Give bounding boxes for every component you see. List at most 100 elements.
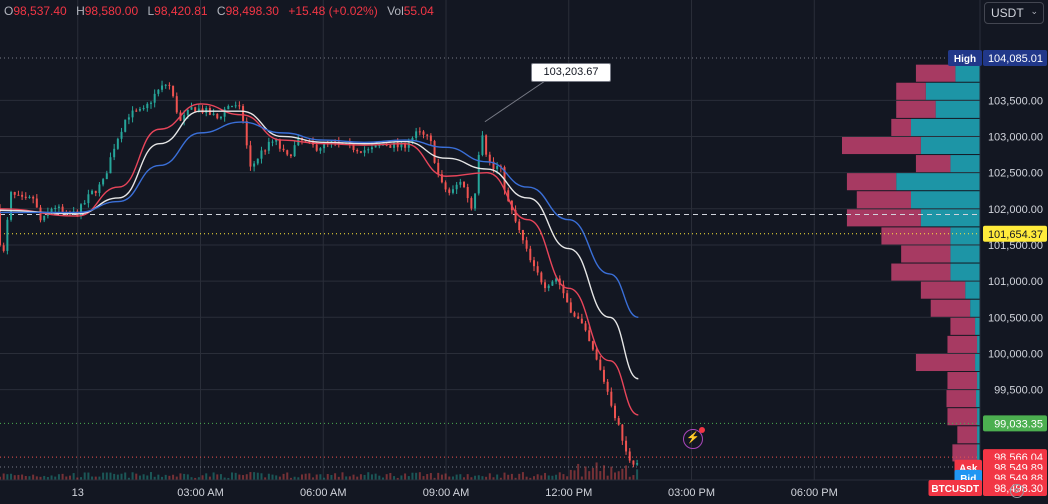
profile-bid-bar: [950, 245, 980, 263]
volume-bar: [98, 476, 101, 480]
profile-bid-bar: [920, 136, 980, 155]
volume-bar: [142, 474, 145, 480]
candle-body: [440, 174, 443, 183]
candle-body: [529, 248, 532, 261]
candle-body: [271, 141, 274, 143]
price-tag-label: Bid: [960, 474, 976, 485]
volume-bar: [312, 477, 315, 480]
volume-bar: [488, 473, 491, 480]
profile-bid-bar: [920, 209, 980, 227]
candle-body: [437, 162, 440, 175]
volume-bar: [614, 472, 617, 480]
candle-body: [551, 281, 554, 286]
volume-bar: [610, 466, 613, 480]
volume-bar: [385, 474, 388, 480]
volume-bar: [39, 476, 42, 480]
volume-bar: [304, 473, 307, 480]
candle-body: [35, 198, 38, 208]
volume-bar: [463, 477, 466, 480]
volume-bar: [326, 474, 329, 480]
volume-bar: [50, 475, 53, 480]
time-tick-label: 12:00 PM: [545, 487, 592, 499]
profile-ask-bar: [950, 317, 976, 335]
volume-bar: [194, 477, 197, 480]
volume-bar: [46, 477, 49, 480]
high-value: 98,580.00: [84, 4, 139, 18]
candle-body: [286, 150, 289, 155]
volume-bar: [485, 476, 488, 480]
profile-bid-bar: [977, 335, 980, 353]
profile-bid-bar: [977, 408, 980, 426]
candle-body: [57, 206, 60, 208]
volume-bar: [359, 474, 362, 480]
price-tick-label: 99,500.00: [994, 385, 1043, 397]
candle-body: [356, 149, 359, 152]
volume-bar: [35, 476, 38, 480]
profile-bid-bar: [911, 118, 980, 136]
candle-body: [617, 418, 620, 425]
volume-bar: [124, 472, 127, 480]
candle-body: [190, 107, 193, 110]
profile-ask-bar: [920, 281, 966, 299]
settings-gear-icon[interactable]: [1010, 484, 1024, 498]
volume-bar: [591, 467, 594, 480]
open-value: 98,537.40: [13, 4, 67, 18]
volume-bar: [433, 477, 436, 480]
candle-body: [113, 148, 116, 158]
candle-body: [87, 194, 90, 204]
volume-bar: [551, 475, 554, 480]
candle-body: [256, 158, 259, 164]
candle-body: [28, 196, 31, 198]
candle-body: [238, 105, 241, 107]
volume-bar: [507, 474, 510, 480]
candle-body: [116, 138, 119, 149]
candle-body: [562, 284, 565, 294]
candle-body: [153, 93, 156, 103]
candle-body: [426, 134, 429, 136]
price-tick-label: 102,500.00: [988, 168, 1043, 180]
candle-body: [341, 143, 344, 145]
notification-dot: [699, 427, 705, 433]
candle-body: [142, 108, 145, 110]
candle-body: [393, 142, 396, 148]
candle-body: [323, 142, 326, 149]
volume-bar: [282, 473, 285, 480]
candle-body: [415, 131, 418, 138]
moving-average-line: [0, 103, 639, 416]
price-tick-label: 101,500.00: [988, 240, 1043, 252]
candle-body: [588, 330, 591, 342]
volume-bar: [404, 473, 407, 480]
candle-body: [54, 207, 57, 209]
candle-body: [80, 204, 83, 217]
candle-body: [418, 131, 421, 133]
volume-bar: [286, 472, 289, 480]
candle-body: [385, 144, 388, 146]
volume-bar: [227, 477, 230, 480]
candle-body: [172, 85, 175, 97]
candle-body: [573, 312, 576, 317]
close-value: 98,498.30: [225, 4, 279, 18]
candle-body: [363, 150, 366, 153]
candle-body: [621, 424, 624, 441]
candle-body: [544, 282, 547, 289]
volume-bar: [459, 474, 462, 480]
volume-bar: [54, 476, 57, 480]
volume-bar: [242, 475, 245, 480]
volume-bar: [415, 472, 418, 480]
ohlc-legend: O98,537.40 H98,580.00 L98,420.81 C98,498…: [4, 4, 440, 18]
candle-body: [625, 440, 628, 452]
candle-body: [249, 145, 252, 167]
quote-currency-dropdown[interactable]: USDT ⌄: [984, 2, 1044, 24]
volume-bar: [260, 473, 263, 480]
candles: [0, 80, 639, 468]
volume-bar: [558, 472, 561, 480]
candle-body: [253, 163, 256, 167]
volume-bar: [10, 473, 13, 480]
flash-alert-icon[interactable]: ⚡: [683, 427, 705, 449]
volume-bar: [94, 476, 97, 480]
candle-body: [10, 192, 13, 220]
profile-bid-bar: [970, 299, 980, 317]
volume-bar: [216, 474, 219, 480]
